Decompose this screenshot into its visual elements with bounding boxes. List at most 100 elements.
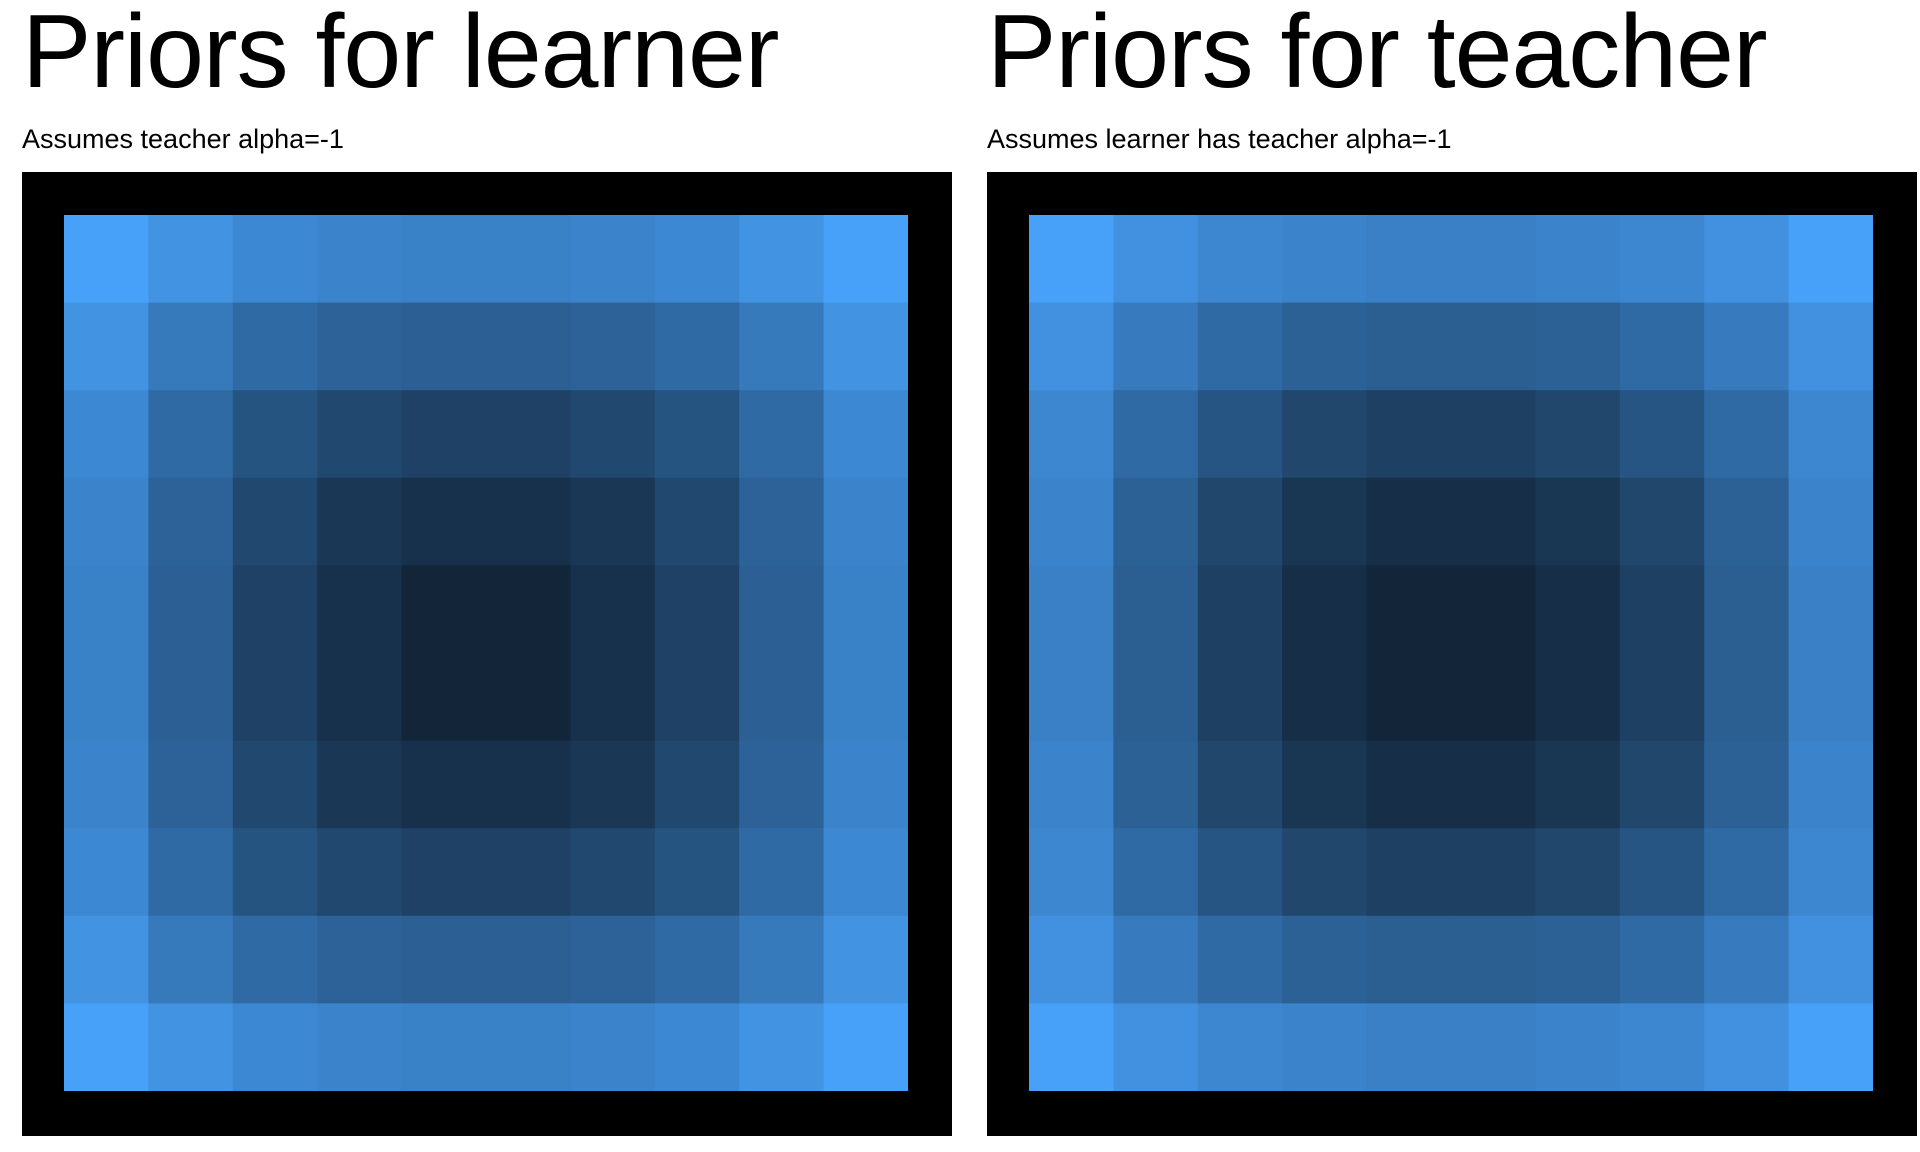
heatmap-cell-r0-c4 — [401, 215, 487, 304]
heatmap-cell-r0-c2 — [232, 215, 318, 304]
heatmap-cell-r5-c5 — [486, 653, 571, 742]
heatmap-cell-r4-c0 — [1029, 565, 1114, 654]
heatmap-cell-r0-c0 — [1029, 215, 1114, 304]
heatmap-cell-r2-c9 — [1788, 390, 1873, 479]
heatmap-cell-r1-c6 — [1535, 302, 1621, 391]
heatmap-cell-r9-c0 — [64, 1003, 149, 1091]
heatmap-cell-r6-c0 — [1029, 740, 1114, 829]
heatmap-cell-r1-c0 — [1029, 302, 1114, 391]
heatmap-cell-r3-c0 — [1029, 477, 1114, 566]
heatmap-cell-r7-c8 — [739, 828, 825, 917]
heatmap-cell-r2-c2 — [232, 390, 318, 479]
heatmap-cell-r4-c2 — [1197, 565, 1283, 654]
heatmap-cell-r5-c6 — [1535, 653, 1621, 742]
heatmap-cell-r9-c4 — [401, 1003, 487, 1091]
heatmap-cell-r6-c4 — [401, 740, 487, 829]
heatmap-cell-r4-c6 — [570, 565, 656, 654]
heatmap-cell-r7-c6 — [1535, 828, 1621, 917]
heatmap-cell-r3-c6 — [570, 477, 656, 566]
heatmap-cell-r9-c8 — [739, 1003, 825, 1091]
heatmap-cell-r1-c5 — [1451, 302, 1536, 391]
heatmap-cell-r5-c0 — [64, 653, 149, 742]
heatmap-cell-r1-c4 — [401, 302, 487, 391]
heatmap-cell-r5-c4 — [401, 653, 487, 742]
heatmap-cell-r2-c6 — [570, 390, 656, 479]
heatmap-cell-r5-c4 — [1366, 653, 1452, 742]
heatmap-cell-r7-c9 — [823, 828, 908, 917]
heatmap-cell-r1-c9 — [1788, 302, 1873, 391]
heatmap-cell-r8-c6 — [570, 915, 656, 1004]
heatmap-cell-r8-c0 — [1029, 915, 1114, 1004]
heatmap-cell-r6-c2 — [1197, 740, 1283, 829]
heatmap-cell-r1-c0 — [64, 302, 149, 391]
heatmap-cell-r9-c7 — [1619, 1003, 1705, 1091]
heatmap-cell-r2-c5 — [1451, 390, 1536, 479]
heatmap-cell-r5-c5 — [1451, 653, 1536, 742]
heatmap-cell-r8-c7 — [654, 915, 740, 1004]
heatmap-cell-r1-c7 — [654, 302, 740, 391]
heatmap-cell-r5-c2 — [1197, 653, 1283, 742]
heatmap-cell-r7-c7 — [654, 828, 740, 917]
heatmap-cell-r9-c1 — [1113, 1003, 1199, 1091]
heatmap-cell-r2-c3 — [317, 390, 403, 479]
learner-heatmap-frame — [22, 172, 952, 1136]
heatmap-cell-r4-c8 — [1704, 565, 1790, 654]
heatmap-cell-r9-c1 — [148, 1003, 234, 1091]
learner-priors-subtitle: Assumes teacher alpha=-1 — [22, 124, 344, 154]
heatmap-cell-r5-c7 — [1619, 653, 1705, 742]
heatmap-cell-r2-c0 — [64, 390, 149, 479]
heatmap-cell-r7-c5 — [1451, 828, 1536, 917]
heatmap-cell-r9-c2 — [232, 1003, 318, 1091]
heatmap-cell-r4-c3 — [1282, 565, 1368, 654]
heatmap-cell-r8-c3 — [317, 915, 403, 1004]
heatmap-cell-r2-c5 — [486, 390, 571, 479]
heatmap-cell-r0-c7 — [1619, 215, 1705, 304]
teacher-priors-title: Priors for teacher — [987, 0, 1768, 110]
heatmap-cell-r8-c1 — [1113, 915, 1199, 1004]
heatmap-cell-r4-c5 — [1451, 565, 1536, 654]
heatmap-cell-r7-c6 — [570, 828, 656, 917]
heatmap-cell-r7-c1 — [1113, 828, 1199, 917]
heatmap-cell-r5-c8 — [1704, 653, 1790, 742]
heatmap-cell-r0-c1 — [1113, 215, 1199, 304]
heatmap-cell-r0-c7 — [654, 215, 740, 304]
heatmap-cell-r1-c1 — [1113, 302, 1199, 391]
heatmap-cell-r9-c9 — [823, 1003, 908, 1091]
heatmap-cell-r1-c8 — [739, 302, 825, 391]
heatmap-cell-r0-c8 — [1704, 215, 1790, 304]
heatmap-cell-r4-c4 — [1366, 565, 1452, 654]
heatmap-cell-r0-c9 — [823, 215, 908, 304]
heatmap-cell-r1-c2 — [232, 302, 318, 391]
heatmap-cell-r0-c6 — [570, 215, 656, 304]
heatmap-cell-r2-c4 — [401, 390, 487, 479]
heatmap-cell-r5-c1 — [1113, 653, 1199, 742]
heatmap-cell-r9-c6 — [570, 1003, 656, 1091]
learner-heatmap — [64, 215, 908, 1091]
heatmap-cell-r5-c7 — [654, 653, 740, 742]
heatmap-cell-r8-c4 — [1366, 915, 1452, 1004]
heatmap-cell-r4-c9 — [1788, 565, 1873, 654]
heatmap-cell-r4-c1 — [148, 565, 234, 654]
heatmap-cell-r6-c5 — [486, 740, 571, 829]
heatmap-cell-r6-c3 — [317, 740, 403, 829]
heatmap-cell-r8-c4 — [401, 915, 487, 1004]
heatmap-cell-r0-c2 — [1197, 215, 1283, 304]
heatmap-cell-r4-c7 — [654, 565, 740, 654]
heatmap-cell-r4-c4 — [401, 565, 487, 654]
heatmap-cell-r0-c5 — [1451, 215, 1536, 304]
heatmap-cell-r8-c5 — [486, 915, 571, 1004]
heatmap-cell-r8-c2 — [1197, 915, 1283, 1004]
heatmap-cell-r3-c6 — [1535, 477, 1621, 566]
heatmap-cell-r0-c5 — [486, 215, 571, 304]
heatmap-cell-r3-c5 — [486, 477, 571, 566]
heatmap-cell-r0-c1 — [148, 215, 234, 304]
heatmap-cell-r3-c8 — [739, 477, 825, 566]
heatmap-cell-r6-c7 — [654, 740, 740, 829]
heatmap-cell-r1-c9 — [823, 302, 908, 391]
heatmap-cell-r2-c6 — [1535, 390, 1621, 479]
heatmap-cell-r7-c1 — [148, 828, 234, 917]
heatmap-cell-r5-c2 — [232, 653, 318, 742]
heatmap-cell-r9-c6 — [1535, 1003, 1621, 1091]
heatmap-cell-r8-c6 — [1535, 915, 1621, 1004]
heatmap-cell-r1-c3 — [317, 302, 403, 391]
